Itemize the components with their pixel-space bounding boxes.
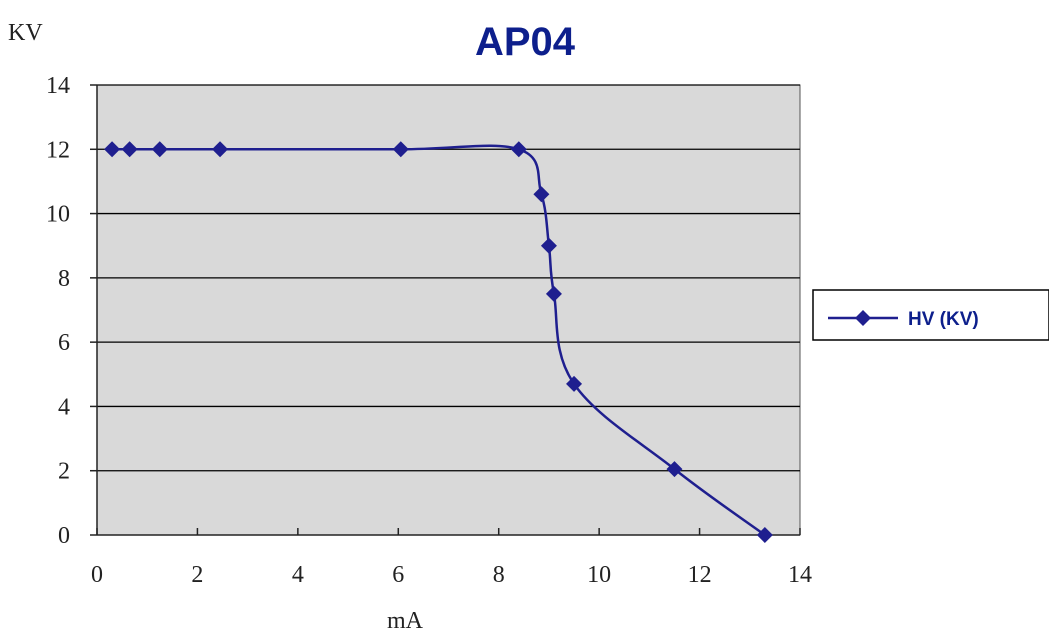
legend-diamond-marker: [855, 310, 871, 326]
x-tick-label: 14: [788, 562, 812, 588]
y-axis-label: KV: [8, 20, 43, 46]
data-point-marker: [212, 141, 229, 158]
plot-area: [96, 84, 801, 536]
data-point-marker: [545, 285, 562, 302]
y-tick-label: 2: [58, 459, 70, 485]
data-point-marker: [392, 141, 409, 158]
x-tick-label: 8: [493, 562, 505, 588]
series-layer: [104, 141, 773, 543]
data-point-marker: [510, 141, 527, 158]
x-tick-label: 2: [191, 562, 203, 588]
axes: [96, 85, 800, 536]
legend-box: [812, 289, 1049, 341]
data-point-marker: [756, 527, 773, 543]
y-tick-label: 6: [58, 330, 70, 356]
data-point-marker: [104, 141, 121, 158]
x-axis-ticks: 0 2 4 6 8 10 12 14: [91, 528, 812, 588]
data-point-marker: [540, 237, 557, 254]
y-tick-label: 12: [46, 137, 70, 163]
y-tick-label: 8: [58, 266, 70, 292]
data-point-marker: [666, 461, 683, 478]
chart-title: AP04: [475, 20, 576, 64]
data-point-marker: [566, 375, 583, 392]
x-tick-label: 12: [688, 562, 712, 588]
y-tick-label: 4: [58, 394, 70, 420]
y-tick-label: 0: [58, 523, 70, 549]
y-tick-label: 10: [46, 202, 70, 228]
x-tick-label: 4: [292, 562, 304, 588]
x-axis-label: mA: [387, 608, 424, 634]
legend: HV (KV): [812, 289, 1049, 341]
x-tick-label: 0: [91, 562, 103, 588]
data-point-marker: [121, 141, 138, 158]
x-tick-label: 10: [587, 562, 611, 588]
y-tick-label: 14: [46, 73, 70, 99]
x-tick-label: 6: [392, 562, 404, 588]
data-point-marker: [151, 141, 168, 158]
data-point-marker: [533, 186, 550, 203]
y-axis-ticks: 0 2 4 6 8 10 12 14: [46, 73, 97, 549]
legend-label: HV (KV): [908, 309, 979, 330]
